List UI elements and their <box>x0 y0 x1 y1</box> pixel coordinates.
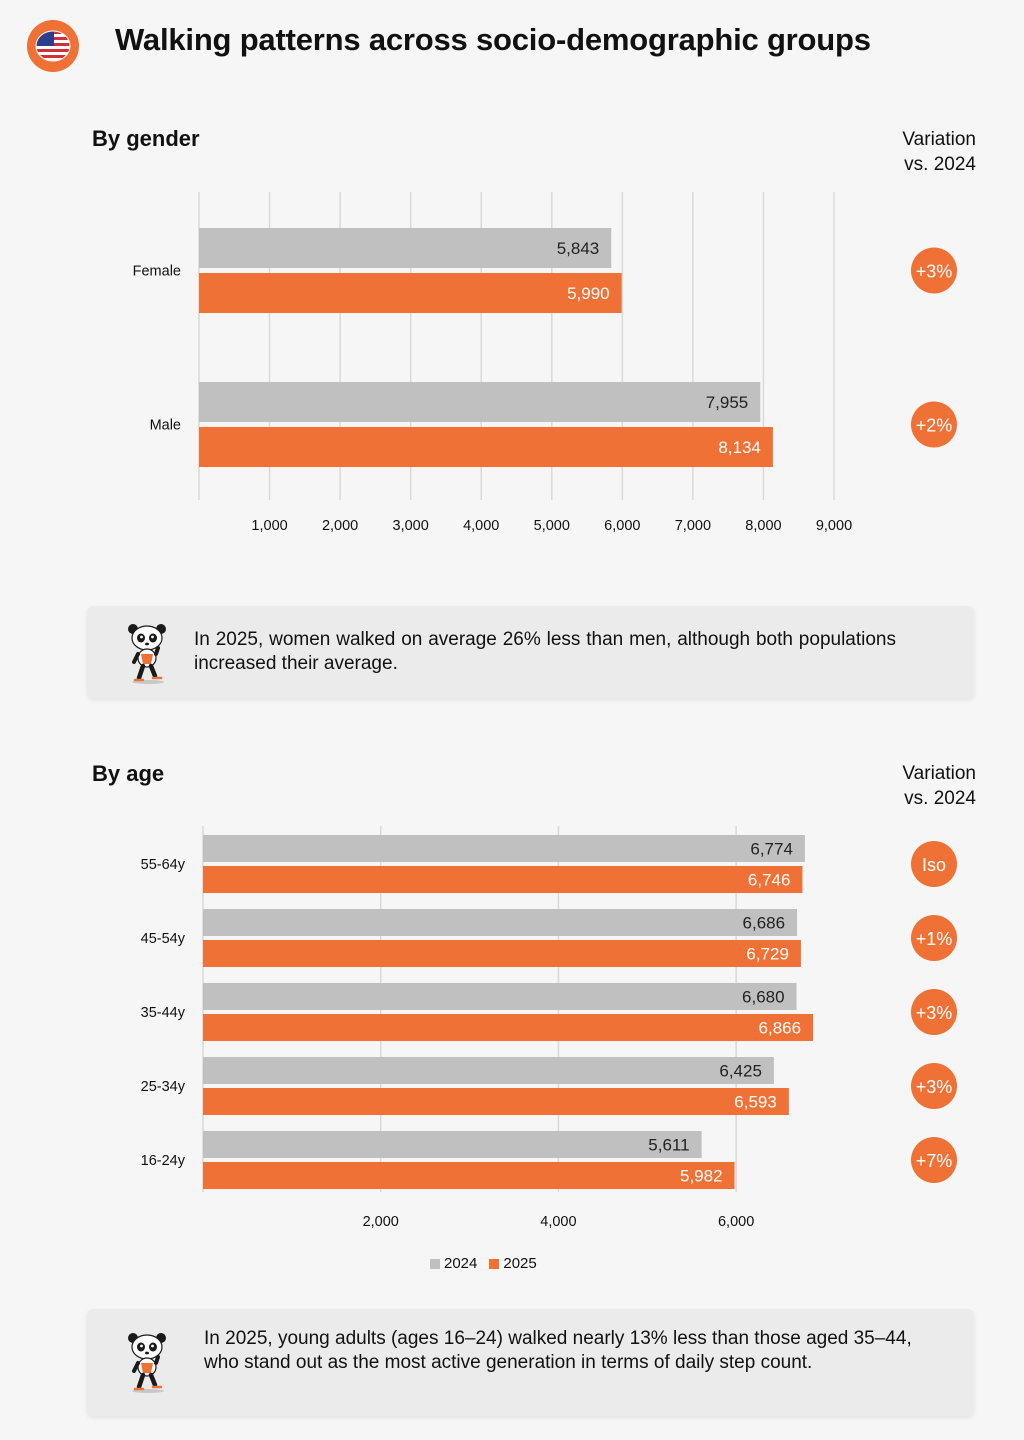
variation-badge <box>911 401 957 448</box>
bar-2025 <box>203 1014 814 1041</box>
category-label: 35-44y <box>141 1005 186 1021</box>
age-note-box: In 2025, young adults (ages 16–24) walke… <box>87 1309 974 1416</box>
age-variation-header: Variation vs. 2024 <box>836 761 976 811</box>
gender-note-box: In 2025, women walked on average 26% les… <box>87 606 974 698</box>
x-tick-label: 4,000 <box>540 1214 576 1230</box>
chart-legend: 2024 2025 <box>430 1255 537 1272</box>
legend-swatch-2025 <box>489 1258 500 1269</box>
us-flag-icon <box>27 20 79 72</box>
variation-badge-label: +3% <box>916 1003 953 1023</box>
age-bar-chart: 2,000 4,000 6,000 6,774 6,746 55-64y Iso 6,686 6… <box>141 826 957 1230</box>
data-label-2024: 6,425 <box>719 1062 762 1081</box>
category-label: 16-24y <box>141 1153 186 1169</box>
category-label: 25-34y <box>141 1079 186 1095</box>
gender-section-title: By gender <box>92 126 200 151</box>
variation-badge-label: +3% <box>916 262 953 282</box>
age-variation-header-line2: vs. 2024 <box>904 788 976 809</box>
bar-2024 <box>203 909 798 936</box>
x-tick-label: 2,000 <box>322 518 358 534</box>
data-label-2025: 5,982 <box>680 1167 723 1186</box>
bar-2025 <box>199 427 773 467</box>
category-label: Male <box>150 418 181 434</box>
gender-bar-chart: 1,000 2,000 3,000 4,000 5,000 6,000 7,000 8,000… <box>133 192 957 534</box>
x-tick-label: 6,000 <box>718 1214 754 1230</box>
data-label-2025: 6,593 <box>734 1093 777 1112</box>
gender-note-text: In 2025, women walked on average 26% les… <box>194 629 896 674</box>
x-tick-label: 5,000 <box>534 518 570 534</box>
bar-2025 <box>199 273 622 313</box>
age-note-text: In 2025, young adults (ages 16–24) walke… <box>204 1328 912 1373</box>
age-variation-header-line1: Variation <box>902 763 976 784</box>
data-label-2025: 6,866 <box>759 1019 802 1038</box>
data-label-2025: 5,990 <box>567 284 610 303</box>
x-tick-label: 6,000 <box>604 518 640 534</box>
data-label-2025: 6,729 <box>746 945 789 964</box>
category-label: 45-54y <box>141 931 186 947</box>
variation-badge-label: Iso <box>922 855 946 875</box>
variation-badge <box>911 915 957 961</box>
variation-badge <box>911 1137 957 1183</box>
gender-variation-header-line2: vs. 2024 <box>904 154 976 175</box>
bar-2025 <box>203 1162 735 1189</box>
variation-badge <box>911 841 957 887</box>
bar-2025 <box>203 1088 789 1115</box>
bar-2025 <box>203 866 803 893</box>
bar-2024 <box>203 1131 702 1158</box>
bar-2024 <box>203 1057 774 1084</box>
category-label: 55-64y <box>141 857 186 873</box>
x-tick-label: 1,000 <box>251 518 287 534</box>
panda-mascot-icon <box>128 624 166 684</box>
bar-2024 <box>199 382 761 422</box>
data-label-2024: 5,611 <box>648 1136 689 1155</box>
gender-variation-header: Variation vs. 2024 <box>836 127 976 177</box>
variation-badge-label: +3% <box>916 1077 953 1097</box>
panda-mascot-icon <box>128 1333 166 1393</box>
data-label-2025: 6,746 <box>748 871 791 890</box>
bar-2024 <box>199 228 612 268</box>
legend-label-2024: 2024 <box>444 1255 478 1272</box>
age-section-title: By age <box>92 761 165 786</box>
legend-item-2024: 2024 <box>430 1255 477 1272</box>
data-label-2024: 5,843 <box>557 239 600 258</box>
legend-label-2025: 2025 <box>503 1255 537 1272</box>
data-label-2024: 6,680 <box>742 988 785 1007</box>
legend-swatch-2024 <box>430 1258 440 1269</box>
variation-badge-label: +7% <box>916 1151 953 1171</box>
data-label-2024: 6,774 <box>750 840 793 859</box>
x-tick-label: 9,000 <box>816 518 852 534</box>
variation-badge <box>911 247 957 294</box>
x-tick-label: 7,000 <box>675 518 711 534</box>
x-tick-label: 4,000 <box>463 518 499 534</box>
variation-badge <box>911 1063 957 1109</box>
category-label: Female <box>133 264 181 280</box>
x-tick-label: 8,000 <box>745 518 781 534</box>
data-label-2025: 8,134 <box>718 438 761 457</box>
variation-badge-label: +2% <box>916 416 953 436</box>
data-label-2024: 6,686 <box>743 914 786 933</box>
x-tick-label: 3,000 <box>393 518 429 534</box>
variation-badge <box>911 989 957 1035</box>
gender-variation-header-line1: Variation <box>902 129 976 150</box>
x-tick-label: 2,000 <box>363 1214 399 1230</box>
variation-badge-label: +1% <box>916 929 953 949</box>
bar-2025 <box>203 940 801 967</box>
page-title: Walking patterns across socio-demographi… <box>115 22 871 57</box>
legend-item-2025: 2025 <box>489 1255 537 1272</box>
bar-2024 <box>203 983 797 1010</box>
bar-2024 <box>203 835 805 862</box>
data-label-2024: 7,955 <box>706 393 749 412</box>
